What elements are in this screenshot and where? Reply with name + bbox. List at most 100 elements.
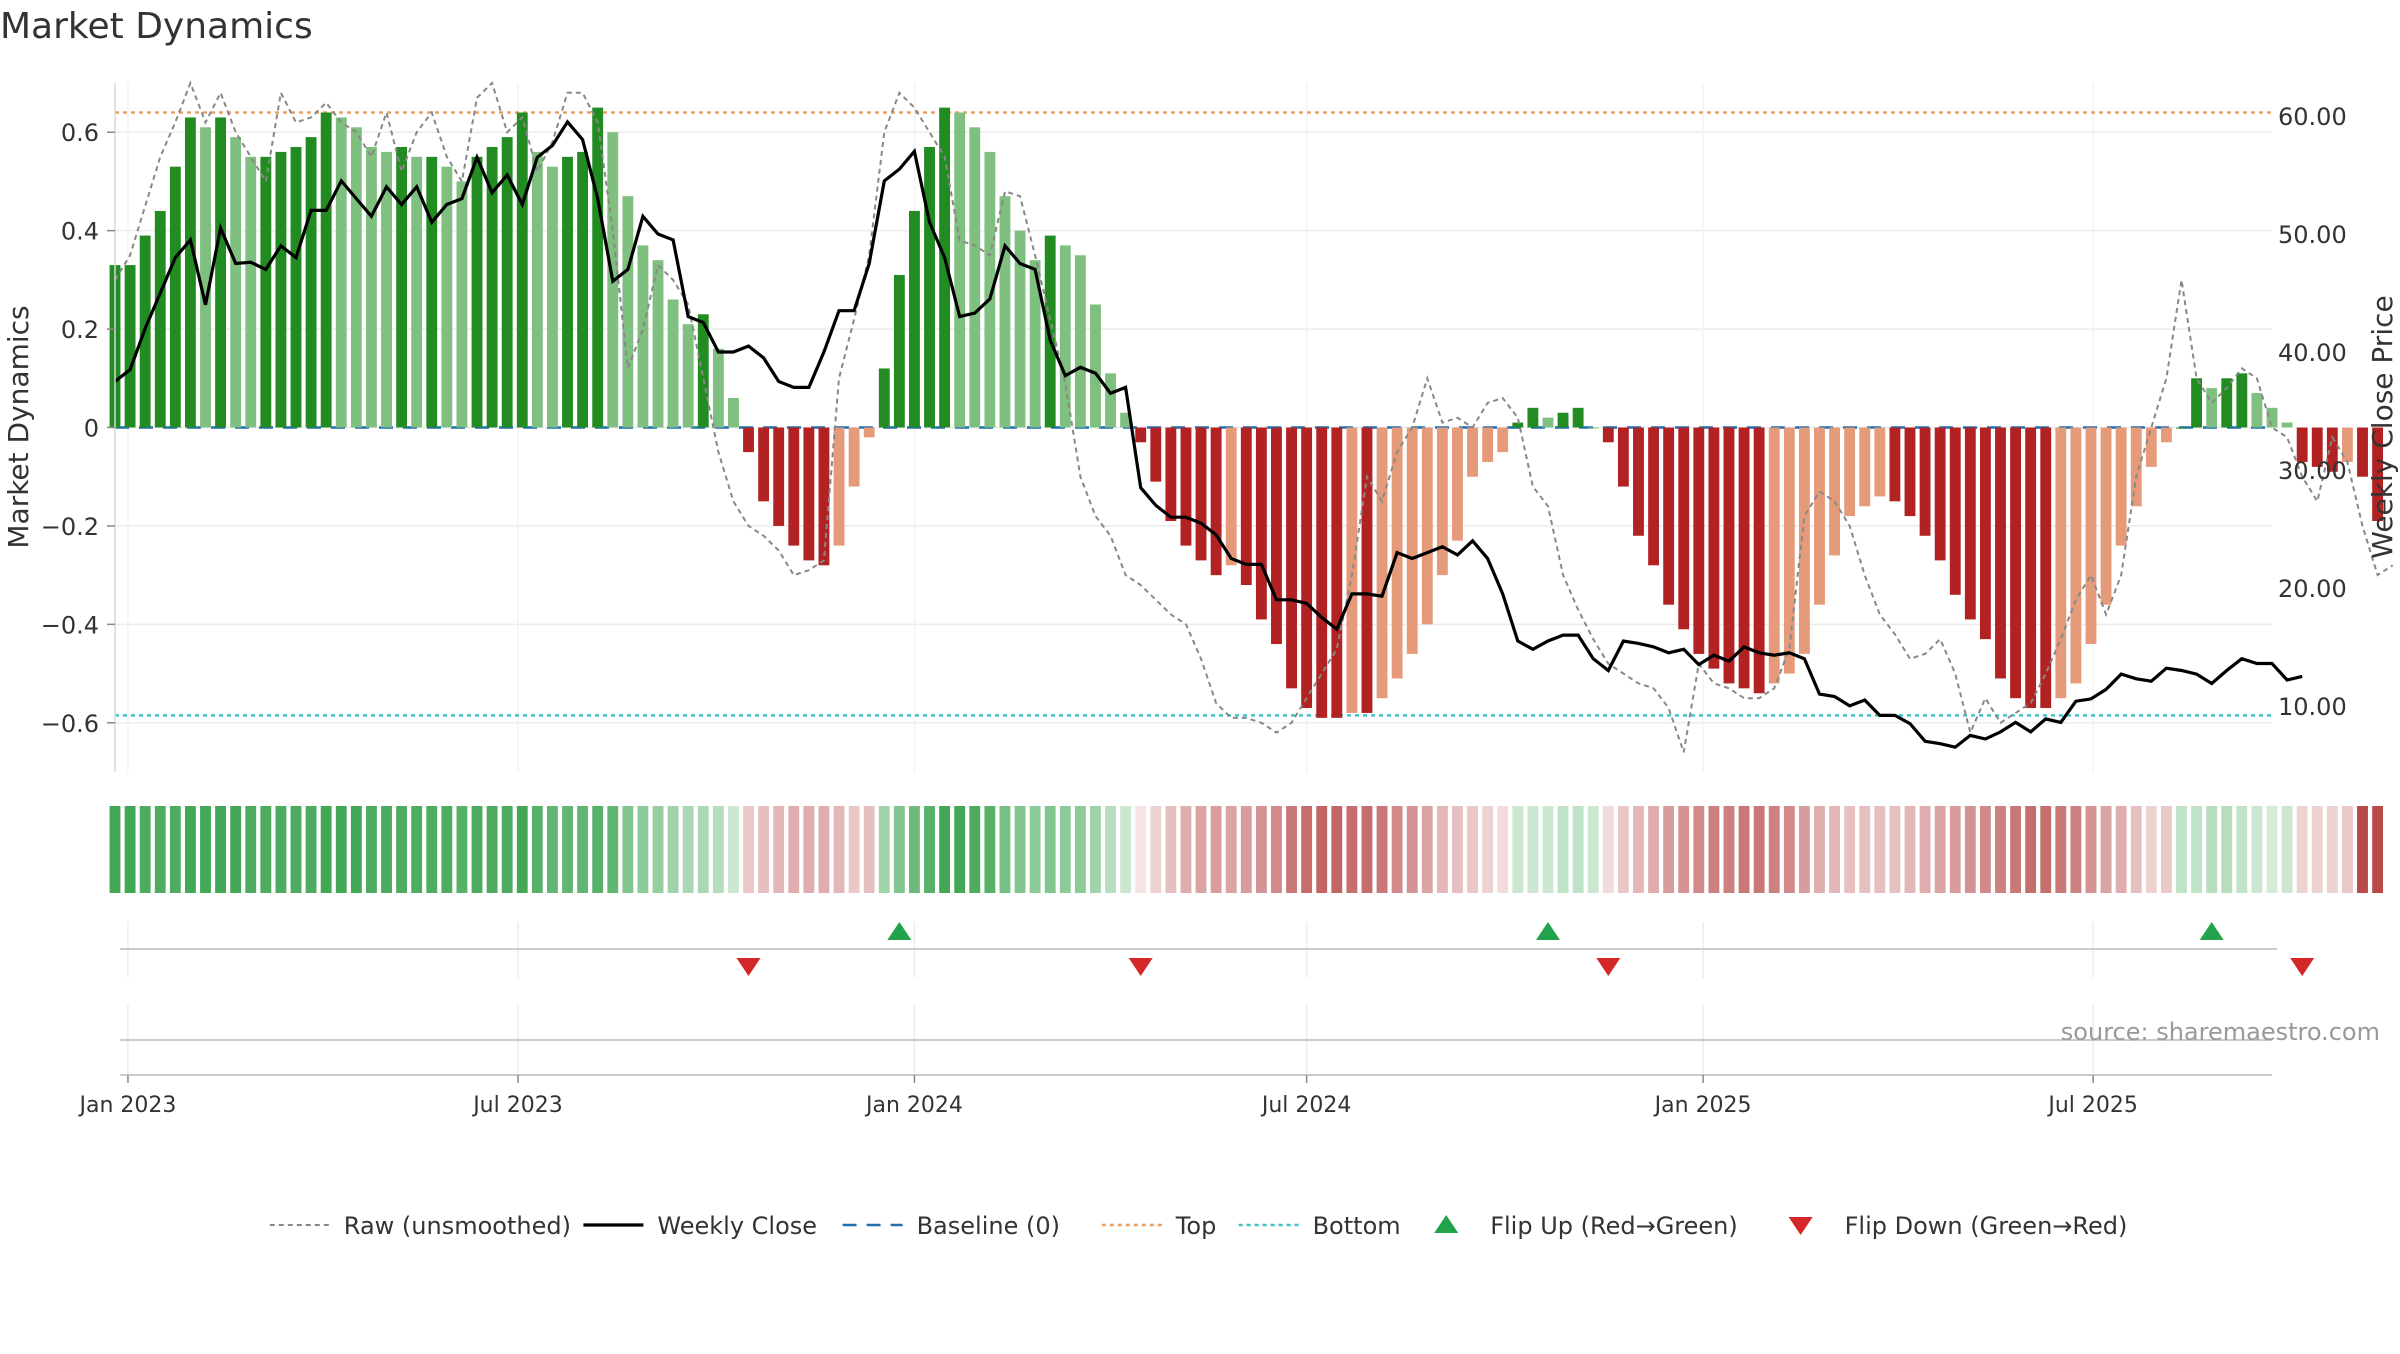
dynamics-bar xyxy=(1225,427,1237,566)
y2-tick-label: 60.00 xyxy=(2278,103,2347,131)
regime-strip-cell xyxy=(2040,806,2052,893)
dynamics-bar xyxy=(1844,427,1856,517)
dynamics-bar xyxy=(260,156,272,428)
dynamics-bar xyxy=(1829,427,1840,556)
regime-strip-cell xyxy=(1135,806,1147,893)
dynamics-bar xyxy=(1738,427,1750,689)
regime-strip-cell xyxy=(1452,806,1463,893)
dynamics-bar xyxy=(396,146,408,428)
dynamics-bar xyxy=(893,274,905,428)
dynamics-bar xyxy=(682,324,694,428)
regime-strip-cell xyxy=(1964,806,1976,893)
dynamics-bar xyxy=(1090,304,1101,428)
regime-strip-cell xyxy=(2176,806,2187,893)
y2-tick-label: 30.00 xyxy=(2278,457,2347,485)
source-text: source: sharemaestro.com xyxy=(2061,1018,2380,1046)
regime-strip-cell xyxy=(1195,806,1207,893)
y-tick-label: −0.4 xyxy=(41,611,99,639)
regime-strip-cell xyxy=(2100,806,2112,893)
regime-strip-cell xyxy=(184,806,196,893)
y2-tick-label: 20.00 xyxy=(2278,575,2347,603)
regime-strip-cell xyxy=(1768,806,1780,893)
dynamics-bar xyxy=(758,427,770,502)
regime-strip-cell xyxy=(924,806,935,893)
dynamics-bar xyxy=(2206,388,2218,428)
regime-strip-cell xyxy=(712,806,724,893)
dynamics-bar xyxy=(954,112,966,428)
regime-strip-cell xyxy=(1949,806,1961,893)
regime-strip-cell xyxy=(1240,806,1252,893)
regime-strip-cell xyxy=(1059,806,1071,893)
regime-strip-cell xyxy=(2341,806,2353,893)
dynamics-bar xyxy=(2040,427,2052,709)
dynamics-bar xyxy=(486,146,498,428)
regime-strip-cell xyxy=(818,806,830,893)
regime-strip-cell xyxy=(2357,806,2368,893)
regime-strip-cell xyxy=(577,806,589,893)
dynamics-bar xyxy=(1768,427,1780,684)
dynamics-bar xyxy=(2266,407,2278,428)
dynamics-bar xyxy=(2145,427,2157,467)
dynamics-bar xyxy=(2191,378,2203,428)
regime-strip-cell xyxy=(1844,806,1856,893)
regime-strip-cell xyxy=(1633,806,1644,893)
legend-label: Weekly Close xyxy=(657,1212,817,1240)
regime-strip-cell xyxy=(1044,806,1056,893)
regime-strip-cell xyxy=(200,806,211,893)
flip-down-marker xyxy=(2290,958,2315,976)
dynamics-bar xyxy=(1527,407,1539,428)
dynamics-bar xyxy=(169,166,181,428)
regime-strip-cell xyxy=(1436,806,1448,893)
regime-strip-cell xyxy=(863,806,875,893)
bottom-panel xyxy=(120,1005,2272,1076)
dynamics-bar xyxy=(1678,427,1690,630)
regime-strip-cell xyxy=(2085,806,2097,893)
regime-strip-cell xyxy=(1074,806,1086,893)
dynamics-bar xyxy=(1633,427,1644,536)
dynamics-bar xyxy=(1421,427,1433,625)
regime-strip-cell xyxy=(773,806,785,893)
regime-strip-cell xyxy=(1255,806,1267,893)
dynamics-bar xyxy=(909,210,920,428)
regime-strip-cell xyxy=(1995,806,2006,893)
regime-strip-cell xyxy=(2025,806,2037,893)
dynamics-bar xyxy=(1617,427,1629,487)
regime-strip-cell xyxy=(1014,806,1026,893)
regime-strip-cell xyxy=(1904,806,1916,893)
regime-strip-cell xyxy=(2160,806,2172,893)
regime-strip-cell xyxy=(667,806,679,893)
regime-strip-cell xyxy=(109,806,121,893)
regime-strip-cell xyxy=(275,806,287,893)
y-tick-label: −0.2 xyxy=(41,513,99,541)
regime-strip-cell xyxy=(999,806,1011,893)
y2-tick-label: 10.00 xyxy=(2278,693,2347,721)
y2-tick-label: 40.00 xyxy=(2278,339,2347,367)
dynamics-bar xyxy=(516,112,528,428)
dynamics-bar xyxy=(1120,412,1132,428)
regime-strip-cell xyxy=(1165,806,1177,893)
regime-strip-cell xyxy=(516,806,528,893)
dynamics-bar xyxy=(924,146,935,428)
dynamics-bar xyxy=(2100,427,2112,605)
legend-label: Baseline (0) xyxy=(917,1212,1060,1240)
dynamics-bar xyxy=(1150,427,1162,482)
regime-strip-cell xyxy=(878,806,890,893)
legend-item-bottom: Bottom xyxy=(1238,1212,1401,1240)
regime-strip-cell xyxy=(260,806,272,893)
dynamics-bar xyxy=(441,166,453,428)
dynamics-bar xyxy=(863,427,875,438)
dynamics-bar xyxy=(1059,245,1071,428)
dynamics-bar xyxy=(622,196,634,428)
regime-strip-cell xyxy=(245,806,257,893)
dynamics-bar xyxy=(1904,427,1916,517)
dynamics-bar xyxy=(335,117,347,428)
regime-strip-cell xyxy=(350,806,362,893)
dynamics-bar xyxy=(2085,427,2097,645)
regime-strip-cell xyxy=(2055,806,2067,893)
regime-strip-cell xyxy=(2266,806,2278,893)
regime-strip-cell xyxy=(743,806,754,893)
regime-strip-cell xyxy=(652,806,664,893)
regime-strip-cell xyxy=(2326,806,2338,893)
regime-strip-cell xyxy=(335,806,347,893)
